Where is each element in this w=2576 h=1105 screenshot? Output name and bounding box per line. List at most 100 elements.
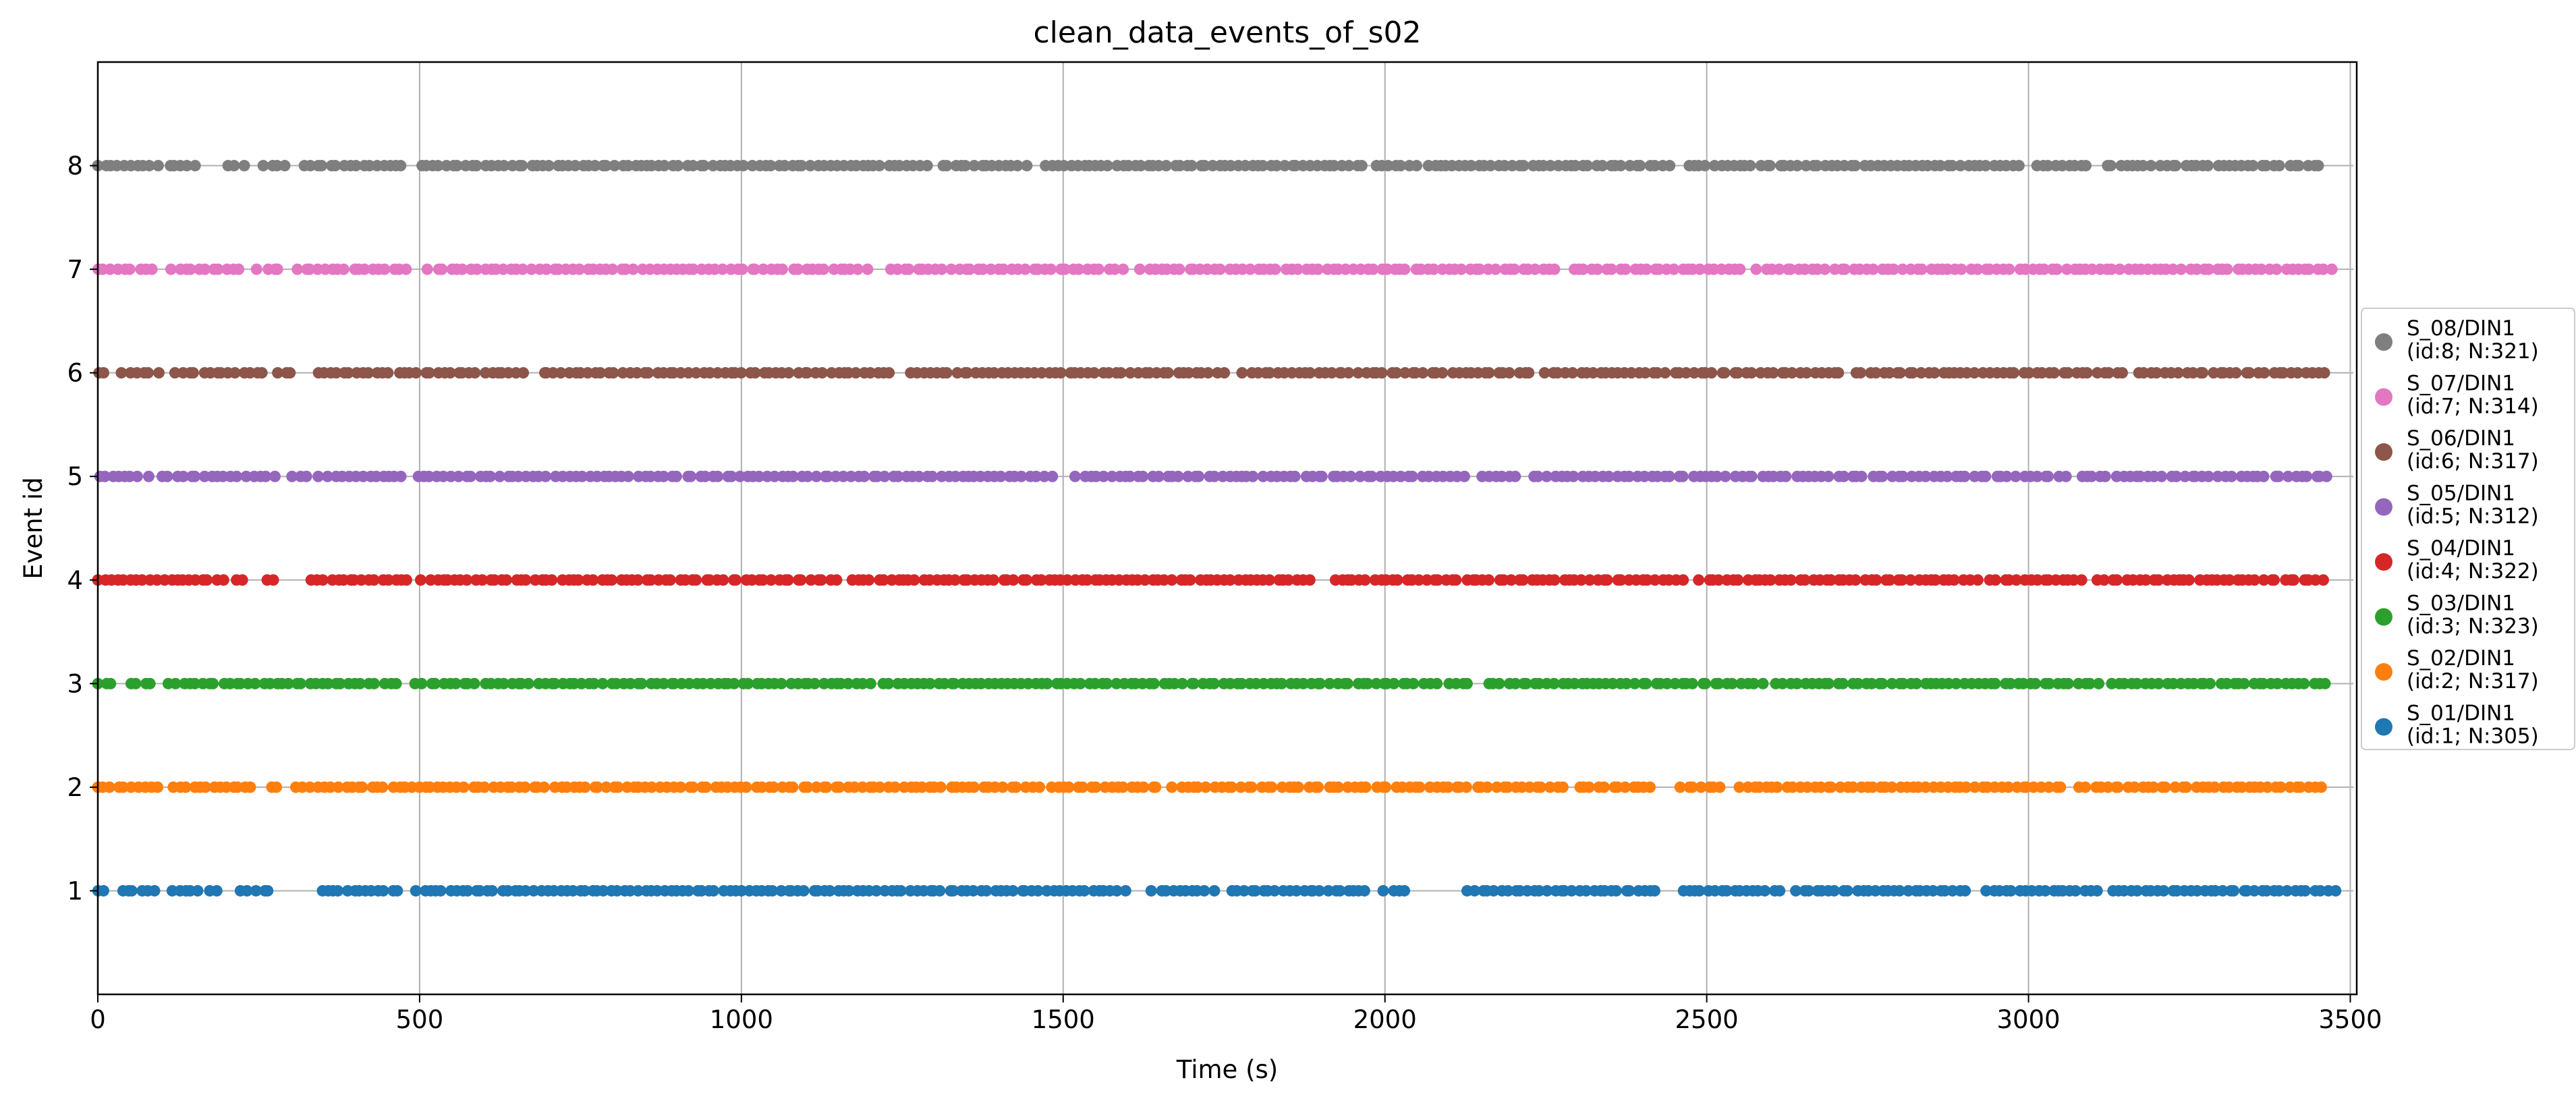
event-marker [1483,574,1495,586]
event-marker [735,367,748,379]
event-marker [658,677,670,689]
event-marker [842,677,854,689]
event-marker [376,781,389,793]
event-marker [189,160,201,172]
event-marker [2069,884,2081,897]
event-marker [624,677,636,689]
event-marker [501,574,513,586]
event-marker [152,781,164,793]
event-marker [2209,781,2221,793]
event-marker [734,470,746,482]
event-marker [2247,160,2259,172]
event-marker [1399,263,1411,275]
event-marker [244,781,256,793]
event-marker [2139,574,2152,586]
event-marker [1567,470,1579,482]
event-marker [1370,677,1382,689]
event-marker [1326,367,1338,379]
event-marker [795,160,808,172]
event-marker [436,263,448,275]
event-marker [1198,160,1210,172]
event-marker [2023,367,2035,379]
event-marker [1870,367,1882,379]
event-marker [1674,781,1686,793]
event-marker [2223,781,2235,793]
event-marker [1959,470,1971,482]
event-marker [849,781,861,793]
event-marker [1399,367,1411,379]
event-marker [1090,781,1102,793]
event-marker [1544,160,1557,172]
event-marker [322,677,334,689]
event-marker [949,574,961,586]
event-marker [687,781,699,793]
event-marker [831,574,843,586]
event-marker [2320,470,2332,482]
event-marker [316,574,329,586]
event-marker [1946,160,1958,172]
event-marker [1481,781,1493,793]
event-marker [1160,160,1172,172]
event-marker [1822,677,1835,689]
event-marker [1508,263,1520,275]
event-marker [708,884,720,897]
event-marker [1790,884,1802,897]
event-marker [1183,367,1195,379]
legend-label: S_04/DIN1 [2407,536,2515,561]
event-marker [1825,781,1837,793]
event-marker [1610,884,1622,897]
event-marker [579,884,591,897]
event-marker [1304,367,1316,379]
event-marker [1693,263,1706,275]
legend-item-1: S_01/DIN1(id:1; N:305) [2375,702,2539,749]
event-marker [2303,263,2315,275]
event-marker [395,160,407,172]
event-marker [2171,470,2183,482]
event-marker [379,263,391,275]
event-marker [1980,470,1992,482]
event-marker [1897,470,1909,482]
event-marker [824,884,836,897]
event-marker [179,781,192,793]
y-axis: 1 2 3 4 5 6 7 8 [67,152,98,905]
event-marker [516,160,528,172]
event-marker [1849,574,1861,586]
event-marker [286,470,298,482]
event-marker [2167,263,2179,275]
event-marker [892,470,904,482]
legend-item-2: S_02/DIN1(id:2; N:317) [2375,646,2539,693]
event-marker [469,367,481,379]
event-marker [877,574,889,586]
legend-marker [2375,608,2392,626]
event-marker [461,884,474,897]
event-marker [461,574,473,586]
event-marker [212,263,224,275]
event-marker [1328,160,1340,172]
event-marker [1158,574,1170,586]
event-marker [1849,160,1861,172]
event-marker [1523,367,1535,379]
event-marker [1407,677,1420,689]
event-marker [449,677,461,689]
event-marker [1238,884,1250,897]
event-marker [181,160,193,172]
event-marker [757,574,769,586]
event-marker [1541,884,1553,897]
event-marker [470,160,482,172]
event-marker [2079,781,2092,793]
x-tick-label: 2000 [1353,1005,1417,1034]
event-marker [817,263,829,275]
event-marker [2112,781,2124,793]
legend: S_08/DIN1(id:8; N:321) S_07/DIN1(id:7; N:… [2361,308,2575,750]
legend-label: S_05/DIN1 [2407,482,2515,506]
event-marker [2085,470,2098,482]
event-marker [1185,160,1198,172]
event-marker [779,160,791,172]
event-marker [787,470,799,482]
event-marker [1907,367,1919,379]
event-marker [2029,677,2042,689]
event-marker [1726,677,1738,689]
event-marker [115,367,128,379]
event-marker [1150,781,1162,793]
